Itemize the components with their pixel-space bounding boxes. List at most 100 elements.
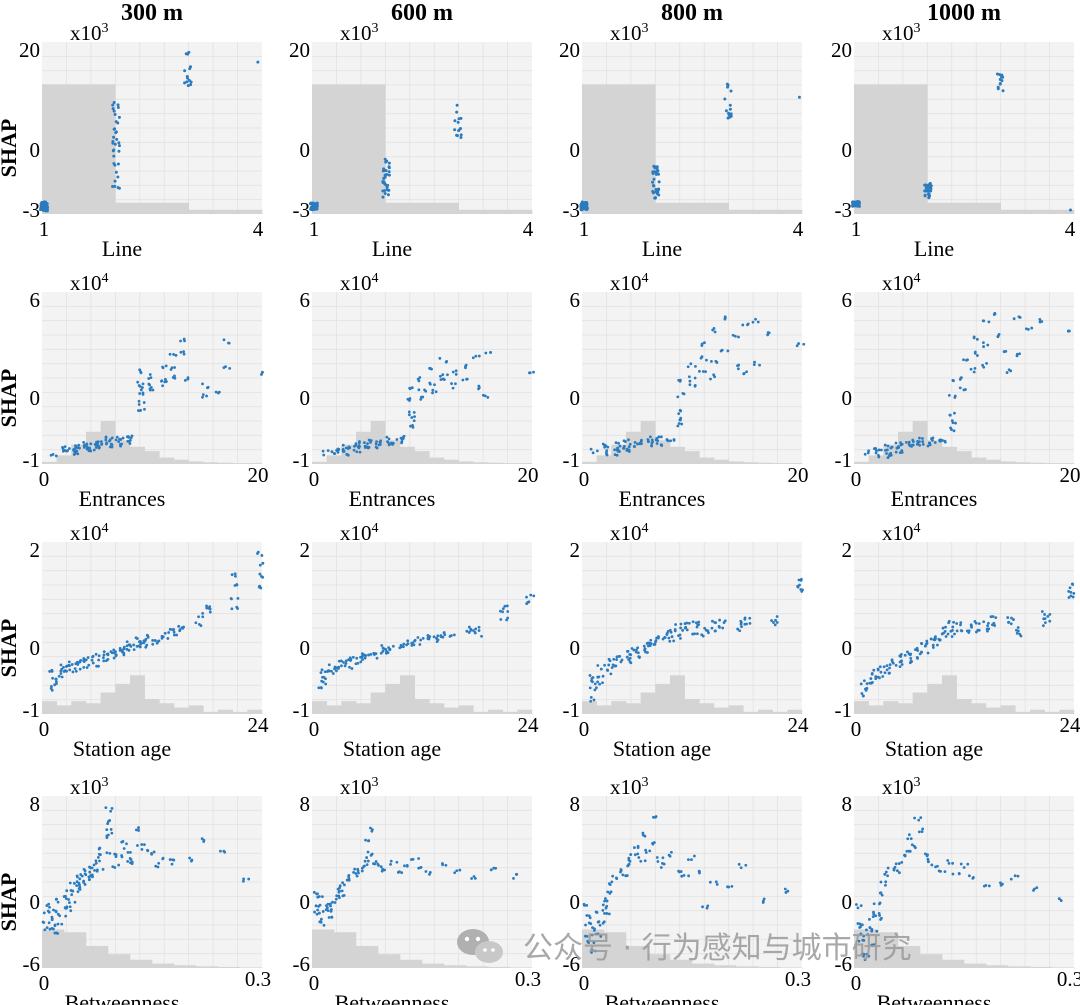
scatter-point bbox=[110, 436, 114, 440]
scatter-point bbox=[412, 643, 416, 647]
scatter-point bbox=[697, 623, 701, 626]
hist-bar bbox=[1044, 463, 1060, 464]
scatter-point bbox=[976, 628, 980, 632]
scatter-point bbox=[701, 905, 704, 909]
scatter-point bbox=[872, 902, 876, 906]
hist-bar bbox=[174, 707, 189, 714]
scatter-point bbox=[111, 141, 115, 145]
scatter-point bbox=[669, 439, 673, 443]
scatter-point bbox=[470, 877, 473, 880]
scatter-point bbox=[101, 656, 105, 659]
scatter-point bbox=[923, 193, 927, 197]
scatter-point bbox=[342, 893, 346, 897]
hist-bar bbox=[385, 683, 401, 714]
scatter-point bbox=[112, 101, 116, 105]
scatter-point bbox=[1024, 327, 1028, 331]
scatter-point bbox=[1043, 617, 1047, 621]
scatter-point bbox=[233, 584, 237, 587]
scatter-point bbox=[694, 364, 697, 368]
scatter-point bbox=[952, 429, 956, 433]
scatter-point bbox=[189, 83, 193, 87]
histogram bbox=[854, 84, 1075, 215]
scatter-point bbox=[1009, 622, 1013, 626]
scatter-point bbox=[797, 95, 801, 99]
scatter-point bbox=[739, 866, 743, 870]
scatter-point bbox=[878, 665, 882, 669]
x-tick-label: 0 bbox=[579, 717, 590, 741]
scatter-point bbox=[154, 864, 158, 868]
scatter-point bbox=[668, 628, 672, 632]
scatter-point bbox=[973, 366, 977, 370]
scatter-point bbox=[317, 686, 321, 690]
scatter-point bbox=[655, 856, 659, 859]
scatter-point bbox=[330, 669, 333, 673]
scatter-point bbox=[659, 866, 663, 869]
scatter-point bbox=[866, 451, 870, 455]
scatter-point bbox=[125, 842, 128, 846]
scatter-point bbox=[593, 682, 597, 686]
scatter-point bbox=[411, 425, 415, 429]
scatter-point bbox=[625, 447, 629, 451]
hist-bar bbox=[356, 431, 371, 464]
scatter-point bbox=[446, 373, 449, 377]
scatter-point bbox=[410, 386, 414, 390]
scatter-point bbox=[70, 663, 74, 666]
scatter-point bbox=[114, 650, 117, 654]
scatter-point bbox=[315, 892, 319, 896]
scatter-point bbox=[426, 637, 430, 641]
scatter-point bbox=[899, 653, 903, 656]
scatter-point bbox=[405, 864, 409, 868]
x-axis-label: Entrances bbox=[891, 486, 978, 511]
scatter-point bbox=[417, 388, 421, 392]
scatter-point bbox=[137, 826, 140, 829]
scatter-point bbox=[874, 451, 878, 455]
scatter-point bbox=[324, 682, 328, 686]
scatter-point bbox=[63, 906, 67, 910]
scatter-point bbox=[617, 654, 621, 658]
scatter-point bbox=[1066, 329, 1070, 333]
scatter-point bbox=[363, 859, 367, 863]
scatter-point bbox=[344, 446, 348, 450]
watermark: 公众号 · 行为感知与城市研究 bbox=[457, 929, 912, 966]
hist-bar bbox=[159, 457, 175, 464]
y-tick-label: -1 bbox=[563, 448, 581, 472]
scatter-point bbox=[857, 939, 861, 943]
scatter-point bbox=[374, 652, 378, 656]
hist-bar bbox=[488, 966, 511, 968]
scatter-point bbox=[189, 65, 193, 69]
scatter-point bbox=[68, 664, 71, 668]
scatter-point bbox=[1043, 613, 1047, 616]
scatter-point bbox=[65, 669, 68, 673]
scatter-point bbox=[358, 450, 362, 454]
scatter-point bbox=[599, 934, 603, 938]
scatter-point bbox=[93, 868, 96, 872]
scatter-point bbox=[633, 440, 637, 444]
scatter-point bbox=[718, 618, 722, 622]
scatter-point bbox=[908, 661, 912, 665]
scatter-point bbox=[506, 616, 510, 620]
hist-bar bbox=[64, 932, 87, 968]
scatter-point bbox=[499, 618, 503, 621]
scatter-point bbox=[453, 871, 457, 875]
scatter-points bbox=[48, 550, 265, 692]
hist-bar bbox=[312, 701, 327, 714]
scatter-point bbox=[959, 862, 963, 866]
hist-bar bbox=[218, 462, 233, 464]
scatter-point bbox=[643, 834, 647, 838]
scatter-point bbox=[917, 818, 921, 822]
scatter-point bbox=[67, 660, 71, 664]
x-tick-label: 0 bbox=[579, 971, 590, 995]
scatter-point bbox=[412, 419, 416, 423]
scatter-point bbox=[222, 338, 226, 342]
scatter-point bbox=[636, 651, 640, 655]
scatter-point bbox=[975, 337, 979, 341]
scatter-point bbox=[150, 851, 153, 855]
scatter-point bbox=[723, 316, 727, 320]
scatter-point bbox=[398, 646, 402, 650]
scatter-point bbox=[389, 859, 393, 863]
scatter-point bbox=[1016, 874, 1020, 878]
scatter-point bbox=[108, 851, 112, 855]
scatter-point bbox=[105, 652, 109, 656]
